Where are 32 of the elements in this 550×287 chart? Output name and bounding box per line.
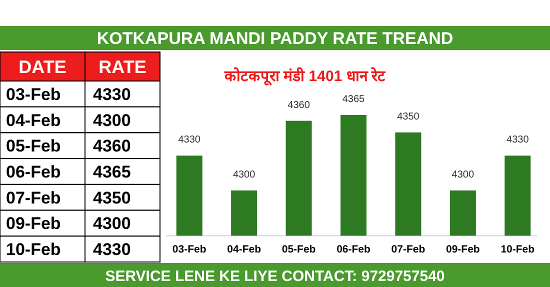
data-label: 4360 <box>93 136 131 156</box>
chart-subtitle: कोटकपूरा मंडी 1401 धान रेट <box>223 67 387 86</box>
data-label: 4365 <box>93 162 131 182</box>
category-label: 05-Feb <box>6 136 61 156</box>
text: RATE <box>98 57 146 77</box>
x-tick-label: 09-Feb <box>446 244 480 256</box>
text: SERVICE LENE KE LIYE CONTACT: 9729757540 <box>105 268 445 285</box>
x-tick-label: 10-Feb <box>500 244 535 256</box>
category-label: 04-Feb <box>6 110 61 130</box>
x-tick-label: 03-Feb <box>172 244 206 256</box>
category-label: 07-Feb <box>6 188 61 208</box>
x-tick-label: 04-Feb <box>227 244 261 256</box>
data-label: 4300 <box>452 169 474 180</box>
data-label: 4300 <box>232 169 256 180</box>
category-label: 09-Feb <box>6 214 61 234</box>
data-label: 4360 <box>288 100 310 111</box>
category-label: 06-Feb <box>6 162 61 182</box>
data-label: 4330 <box>178 134 201 146</box>
x-tick-label: 06-Feb <box>336 244 370 256</box>
data-label: 4330 <box>506 134 530 146</box>
x-tick-label: 07-Feb <box>391 244 426 256</box>
data-label: 4350 <box>397 111 420 122</box>
data-label: 4330 <box>93 240 131 260</box>
data-label: 4365 <box>342 94 366 105</box>
x-tick-label: 05-Feb <box>282 244 316 256</box>
data-label: 4300 <box>93 214 131 234</box>
data-label: 4350 <box>93 188 131 208</box>
data-label: 4330 <box>93 84 131 104</box>
text: DATE <box>18 57 66 77</box>
data-label: 4300 <box>93 110 131 130</box>
chart-title: KOTKAPURA MANDI PADDY RATE TREAND <box>96 29 454 48</box>
category-label: 03-Feb <box>6 84 61 104</box>
